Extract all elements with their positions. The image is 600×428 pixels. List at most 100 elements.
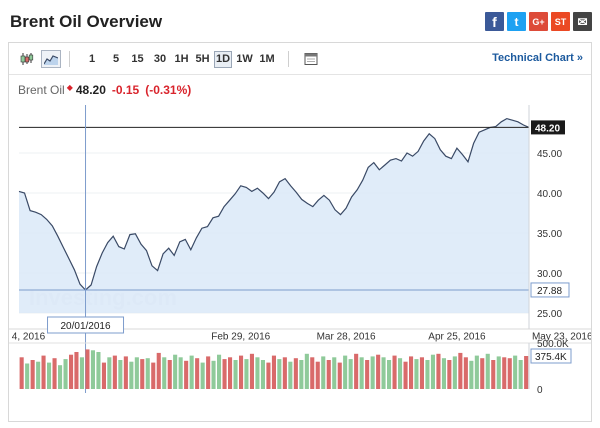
volume-bar: [134, 357, 139, 389]
volume-bar: [348, 359, 353, 389]
volume-bar: [398, 358, 403, 389]
volume-bar: [151, 362, 156, 389]
volume-bar: [436, 353, 441, 389]
volume-bar: [69, 354, 74, 389]
timeframe-1d[interactable]: 1D: [214, 51, 232, 68]
email-icon[interactable]: ✉: [573, 12, 592, 31]
timeframe-1h[interactable]: 1H: [174, 53, 189, 65]
x-tick-label: Jan 4, 2016: [9, 331, 46, 342]
volume-bar: [118, 360, 123, 389]
volume-tick-label: 0: [537, 385, 543, 396]
twitter-icon[interactable]: t: [507, 12, 526, 31]
volume-bar: [403, 361, 408, 389]
volume-bar: [222, 359, 227, 389]
last-price-badge: [531, 120, 565, 135]
volume-bar: [156, 352, 161, 389]
volume-bar: [354, 353, 359, 389]
stocktwits-icon[interactable]: ST: [551, 12, 570, 31]
timeframe-5[interactable]: 5: [112, 53, 120, 65]
volume-bar: [101, 362, 106, 389]
volume-bar: [507, 358, 512, 389]
toolbar-divider: [288, 51, 289, 67]
volume-bar: [376, 354, 381, 389]
volume-bar: [123, 356, 128, 389]
volume-bar: [452, 356, 457, 389]
volume-bar: [140, 359, 145, 389]
volume-bar: [167, 360, 172, 389]
volume-bar: [184, 360, 189, 389]
volume-bar: [288, 361, 293, 389]
facebook-icon[interactable]: f: [485, 12, 504, 31]
volume-bar: [58, 365, 63, 389]
volume-bar: [441, 358, 446, 389]
volume-bar: [79, 357, 84, 389]
volume-bar: [90, 350, 95, 389]
volume-bar: [409, 356, 414, 389]
volume-bar: [419, 357, 424, 389]
volume-bar: [112, 355, 117, 389]
volume-bar: [282, 357, 287, 389]
volume-bar: [502, 357, 507, 389]
technical-chart-link[interactable]: Technical Chart »: [492, 52, 583, 64]
crosshair-date-label: 20/01/2016: [60, 321, 110, 332]
chart-panel: 1 5 15 30 1H 5H 1D 1W 1M Technical Chart » Brent…: [8, 42, 592, 422]
volume-bar: [463, 357, 468, 389]
volume-bar: [271, 355, 276, 389]
volume-bar: [178, 357, 183, 389]
timeframe-1m[interactable]: 1M: [259, 53, 275, 65]
last-price-badge-label: 48.20: [535, 123, 560, 134]
volume-bar: [518, 360, 523, 389]
volume-bar: [370, 356, 375, 389]
price-chart[interactable]: Investing.com25.0030.0035.0040.0045.0048…: [9, 43, 591, 421]
price-change-percent: (-0.31%): [145, 83, 192, 97]
volume-bar: [189, 355, 194, 389]
volume-bar: [162, 357, 167, 389]
timeframe-15[interactable]: 15: [131, 53, 144, 65]
y-tick-label: 35.00: [537, 229, 562, 240]
volume-bar: [30, 360, 35, 389]
crosshair-price-badge: [530, 282, 570, 298]
timeframe-1w[interactable]: 1W: [236, 53, 253, 65]
volume-bar: [332, 357, 337, 389]
volume-bar: [310, 357, 315, 389]
timeframe-30[interactable]: 30: [153, 53, 167, 65]
volume-bar: [107, 357, 112, 389]
volume-bar: [315, 361, 320, 389]
x-tick-label: Mar 28, 2016: [317, 331, 376, 342]
crosshair-date-badge: [47, 316, 125, 334]
volume-bar: [365, 360, 370, 389]
volume-bar: [485, 353, 490, 389]
candlestick-chart-icon[interactable]: [17, 50, 37, 68]
volume-bar: [447, 360, 452, 389]
volume-bar: [326, 360, 331, 389]
price-area: [19, 118, 529, 313]
volume-bar: [458, 352, 463, 389]
volume-bar: [74, 352, 79, 389]
volume-bar: [96, 352, 101, 389]
volume-bar: [513, 355, 518, 389]
page-title: Brent Oil Overview: [10, 12, 163, 31]
page-header: Brent Oil Overview f t G+ ST ✉: [0, 0, 600, 42]
volume-bar: [19, 357, 24, 389]
volume-bar: [469, 360, 474, 389]
chart-toolbar: 1 5 15 30 1H 5H 1D 1W 1M Technical Chart »: [9, 43, 591, 75]
social-share-bar: f t G+ ST ✉: [485, 12, 592, 31]
volume-bar: [195, 358, 200, 389]
calendar-icon[interactable]: [301, 50, 321, 68]
y-tick-label: 45.00: [537, 149, 562, 160]
volume-bar: [304, 353, 309, 389]
y-tick-label: 30.00: [537, 269, 562, 280]
volume-bar: [496, 356, 501, 389]
timeframe-1[interactable]: 1: [88, 53, 96, 65]
area-chart-icon[interactable]: [41, 50, 61, 68]
volume-bar: [228, 357, 233, 389]
volume-bar: [41, 355, 46, 389]
volume-bar: [47, 362, 52, 389]
volume-bar: [524, 356, 529, 389]
volume-bar: [337, 362, 342, 389]
price-change: -0.15: [111, 83, 140, 97]
volume-bar: [359, 357, 364, 389]
volume-bar: [321, 356, 326, 389]
timeframe-5h[interactable]: 5H: [195, 53, 210, 65]
google-plus-icon[interactable]: G+: [529, 12, 548, 31]
